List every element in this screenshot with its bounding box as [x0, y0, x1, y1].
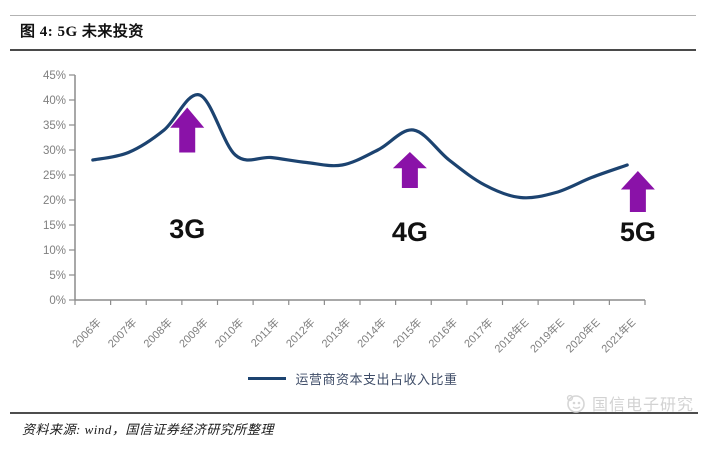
generation-label: 3G — [169, 214, 205, 244]
x-tick-label: 2007年 — [105, 315, 140, 350]
up-arrow-icon — [620, 171, 655, 212]
y-tick-label: 10% — [43, 245, 66, 257]
y-tick-label: 0% — [49, 295, 66, 307]
x-tick-label: 2021年E — [598, 315, 638, 355]
chart-legend: 运营商资本支出占收入比重 — [0, 369, 706, 388]
y-tick-label: 30% — [43, 145, 66, 157]
x-tick-label: 2011年 — [248, 315, 282, 349]
y-tick-label: 20% — [43, 195, 66, 207]
x-tick-label: 2009年 — [176, 315, 211, 350]
x-tick-label: 2013年 — [318, 315, 353, 350]
y-tick-label: 25% — [43, 170, 66, 182]
x-tick-label: 2017年 — [461, 315, 496, 350]
x-tick-label: 2006年 — [69, 315, 104, 350]
x-tick-label: 2015年 — [390, 315, 425, 350]
up-arrow-icon — [392, 152, 427, 188]
capex-ratio-line — [91, 93, 629, 200]
y-tick-label: 45% — [43, 70, 66, 82]
capex-line-chart: 45% 40% 35% 30% 25% 20% 15% 10% 5% 0% 2006年 2007年 20… — [0, 55, 706, 367]
x-tick-label: 2020年E — [563, 315, 603, 355]
x-tick-label: 2008年 — [140, 315, 175, 350]
watermark: 国信电子研究 — [565, 391, 694, 415]
x-tick-label: 2010年 — [211, 315, 246, 350]
y-tick-label: 15% — [43, 220, 66, 232]
source-note: 资料来源: wind，国信证券经济研究所整理 — [22, 422, 274, 437]
x-tick-label: 2019年E — [527, 315, 567, 355]
x-tick-label: 2016年 — [425, 315, 460, 350]
x-tick-label: 2018年E — [491, 315, 531, 355]
watermark-text: 国信电子研究 — [591, 397, 694, 414]
legend-label: 运营商资本支出占收入比重 — [295, 372, 458, 387]
generation-label: 4G — [392, 217, 428, 247]
footer-divider — [10, 412, 698, 414]
y-tick-label: 35% — [43, 120, 66, 132]
up-arrow-icon — [170, 107, 205, 153]
figure-title: 图 4: 5G 未来投资 — [20, 24, 144, 40]
y-tick-label: 40% — [43, 95, 66, 107]
header-bottom-divider — [10, 49, 696, 51]
y-tick-label: 5% — [49, 270, 66, 282]
header-top-divider — [10, 15, 696, 16]
legend-line-swatch — [248, 377, 287, 380]
x-tick-label: 2012年 — [283, 315, 318, 350]
x-tick-label: 2014年 — [354, 315, 389, 350]
generation-label: 5G — [620, 217, 656, 247]
chart-canvas: 45%40%35%30%25%20%15%10%5%0%2006年 2007年 20… — [43, 70, 656, 355]
guosen-logo-icon — [566, 394, 585, 413]
